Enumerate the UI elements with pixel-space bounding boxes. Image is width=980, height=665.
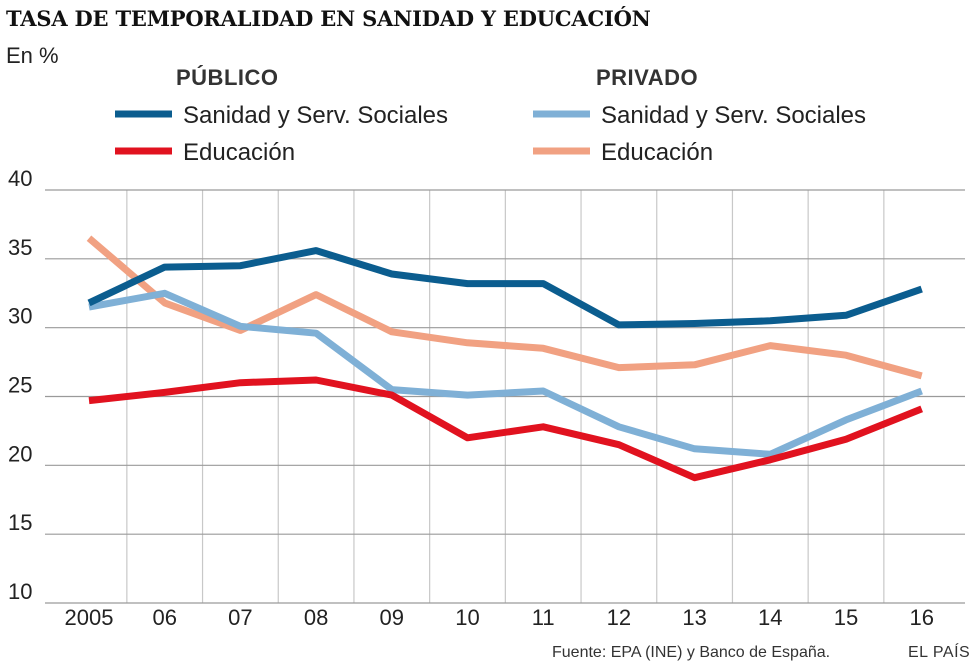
x-tick-label: 07 xyxy=(228,605,252,630)
x-tick-label: 06 xyxy=(152,605,176,630)
x-tick-label: 14 xyxy=(758,605,782,630)
y-axis-unit-label: En % xyxy=(6,43,59,68)
x-tick-label: 12 xyxy=(607,605,631,630)
x-tick-label: 13 xyxy=(682,605,706,630)
x-tick-label: 08 xyxy=(304,605,328,630)
y-tick-label: 10 xyxy=(8,579,32,604)
series-line-privado-sanidad xyxy=(88,289,923,458)
series-line-pblico-educacion xyxy=(88,376,924,482)
chart-title: TASA DE TEMPORALIDAD EN SANIDAD Y EDUCAC… xyxy=(6,6,651,31)
legend-group-heading: PÚBLICO xyxy=(176,65,279,90)
y-tick-label: 35 xyxy=(8,235,32,260)
series-line-privado-educacion xyxy=(86,235,923,380)
y-tick-label: 40 xyxy=(8,166,32,191)
grid xyxy=(45,189,965,604)
series-lines xyxy=(86,235,924,482)
y-tick-label: 30 xyxy=(8,304,32,329)
y-tick-label: 20 xyxy=(8,441,32,466)
y-tick-label: 15 xyxy=(8,510,32,535)
legend-label: Educación xyxy=(601,139,713,166)
legend-label: Sanidad y Serv. Sociales xyxy=(601,102,866,129)
series-line-pblico-sanidad xyxy=(87,247,923,329)
legend-group-heading: PRIVADO xyxy=(596,65,698,90)
x-tick-label: 2005 xyxy=(65,605,114,630)
x-axis-ticks: 2005 06 07 08 09 10 11 12 13 14 15 16 xyxy=(65,605,934,630)
x-tick-label: 15 xyxy=(834,605,858,630)
x-tick-label: 10 xyxy=(455,605,479,630)
legend: PÚBLICO Sanidad y Serv. Sociales Educación… xyxy=(115,65,866,166)
x-tick-label: 11 xyxy=(532,605,555,630)
legend-label: Educación xyxy=(183,139,295,166)
x-tick-label: 16 xyxy=(909,605,933,630)
legend-label: Sanidad y Serv. Sociales xyxy=(183,102,448,129)
x-tick-label: 09 xyxy=(380,605,404,630)
source-note: Fuente: EPA (INE) y Banco de España. xyxy=(552,644,830,661)
y-axis-ticks: 10 15 20 25 30 35 40 xyxy=(8,166,32,604)
brand-label: EL PAÍS xyxy=(908,642,970,661)
y-tick-label: 25 xyxy=(8,373,32,398)
